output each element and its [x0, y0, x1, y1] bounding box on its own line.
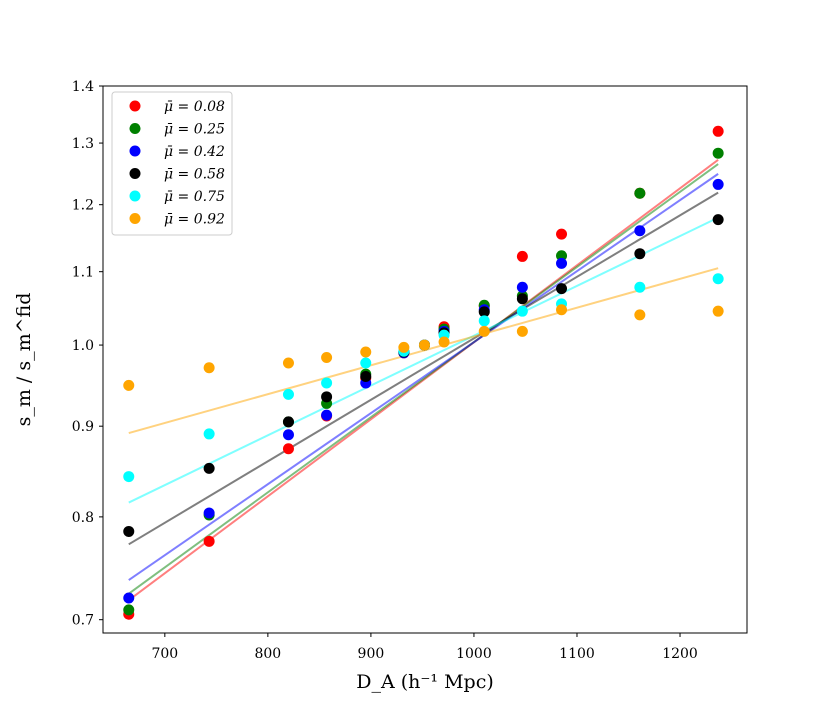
data-point: [282, 443, 294, 455]
data-point: [360, 370, 372, 382]
legend-label: μ̄ = 0.58: [164, 167, 225, 183]
y-axis-label: s_m / s_m^fid: [13, 293, 35, 427]
data-point: [634, 281, 646, 293]
data-point: [712, 305, 724, 317]
fit-line: [128, 216, 719, 504]
y-tick-label: 1.1: [72, 265, 94, 281]
data-point: [282, 357, 294, 369]
data-point: [556, 304, 568, 316]
data-point: [556, 257, 568, 269]
data-point: [203, 462, 215, 474]
x-tick-label: 900: [358, 646, 385, 662]
data-point: [478, 306, 490, 318]
data-point: [321, 409, 333, 421]
data-point: [282, 388, 294, 400]
data-point: [203, 428, 215, 440]
data-point: [321, 391, 333, 403]
data-point: [516, 281, 528, 293]
data-point: [634, 248, 646, 260]
legend-label: μ̄ = 0.08: [164, 99, 225, 115]
data-point: [282, 429, 294, 441]
data-point: [418, 339, 430, 351]
legend-marker: [129, 145, 141, 157]
y-tick-label: 1.0: [72, 338, 94, 354]
legend-marker: [129, 190, 141, 202]
y-tick-label: 1.3: [72, 136, 94, 152]
data-point: [516, 293, 528, 305]
data-point: [634, 309, 646, 321]
plot-frame: [102, 85, 748, 634]
fit-line: [128, 191, 719, 546]
fit-line: [128, 173, 719, 581]
data-point: [321, 377, 333, 389]
fit-line: [128, 267, 719, 435]
data-point: [203, 507, 215, 519]
data-point: [516, 250, 528, 262]
data-point: [556, 283, 568, 295]
y-tick-label: 1.2: [72, 198, 94, 214]
data-point: [123, 525, 135, 537]
data-point: [712, 125, 724, 137]
legend-marker: [129, 168, 141, 179]
data-point: [634, 225, 646, 237]
legend-label: μ̄ = 0.25: [164, 122, 225, 138]
data-point: [282, 416, 294, 428]
data-point: [123, 604, 135, 616]
data-point: [360, 346, 372, 358]
data-point: [360, 357, 372, 369]
legend-marker: [129, 100, 141, 112]
x-tick-label: 1000: [456, 646, 492, 662]
legend-label: μ̄ = 0.75: [164, 189, 225, 205]
data-point: [203, 535, 215, 547]
data-point: [478, 325, 490, 337]
data-point: [516, 305, 528, 317]
data-point: [712, 178, 724, 190]
data-point: [123, 379, 135, 391]
data-point: [556, 228, 568, 240]
data-point: [478, 315, 490, 327]
data-point: [321, 351, 333, 363]
data-point: [556, 250, 568, 262]
x-tick-label: 1200: [662, 646, 698, 662]
data-point: [123, 471, 135, 483]
legend-marker: [129, 123, 141, 134]
legend-box: [111, 91, 233, 236]
data-point: [123, 592, 135, 604]
data-point: [203, 362, 215, 374]
x-axis-label: D_A (h⁻¹ Mpc): [356, 671, 494, 693]
data-point: [516, 325, 528, 337]
legend-label: μ̄ = 0.42: [164, 144, 225, 160]
legend-label: μ̄ = 0.92: [164, 212, 225, 228]
data-point: [438, 336, 450, 348]
y-tick-label: 1.4: [72, 79, 94, 95]
x-tick-label: 800: [254, 646, 281, 662]
x-tick-label: 1100: [559, 646, 595, 662]
data-point: [398, 341, 410, 353]
fit-line: [128, 163, 719, 595]
data-point: [712, 147, 724, 159]
y-tick-label: 0.7: [72, 613, 94, 629]
data-point: [712, 273, 724, 285]
legend-marker: [129, 213, 141, 224]
x-tick-label: 700: [151, 646, 178, 662]
y-tick-label: 0.9: [72, 419, 94, 435]
data-point: [634, 187, 646, 199]
legend: μ̄ = 0.08 μ̄ = 0.25 μ̄ = 0.42 μ̄ = 0.58 μ̄ =…: [111, 91, 233, 236]
y-tick-label: 0.8: [72, 510, 94, 526]
data-point: [712, 214, 724, 226]
